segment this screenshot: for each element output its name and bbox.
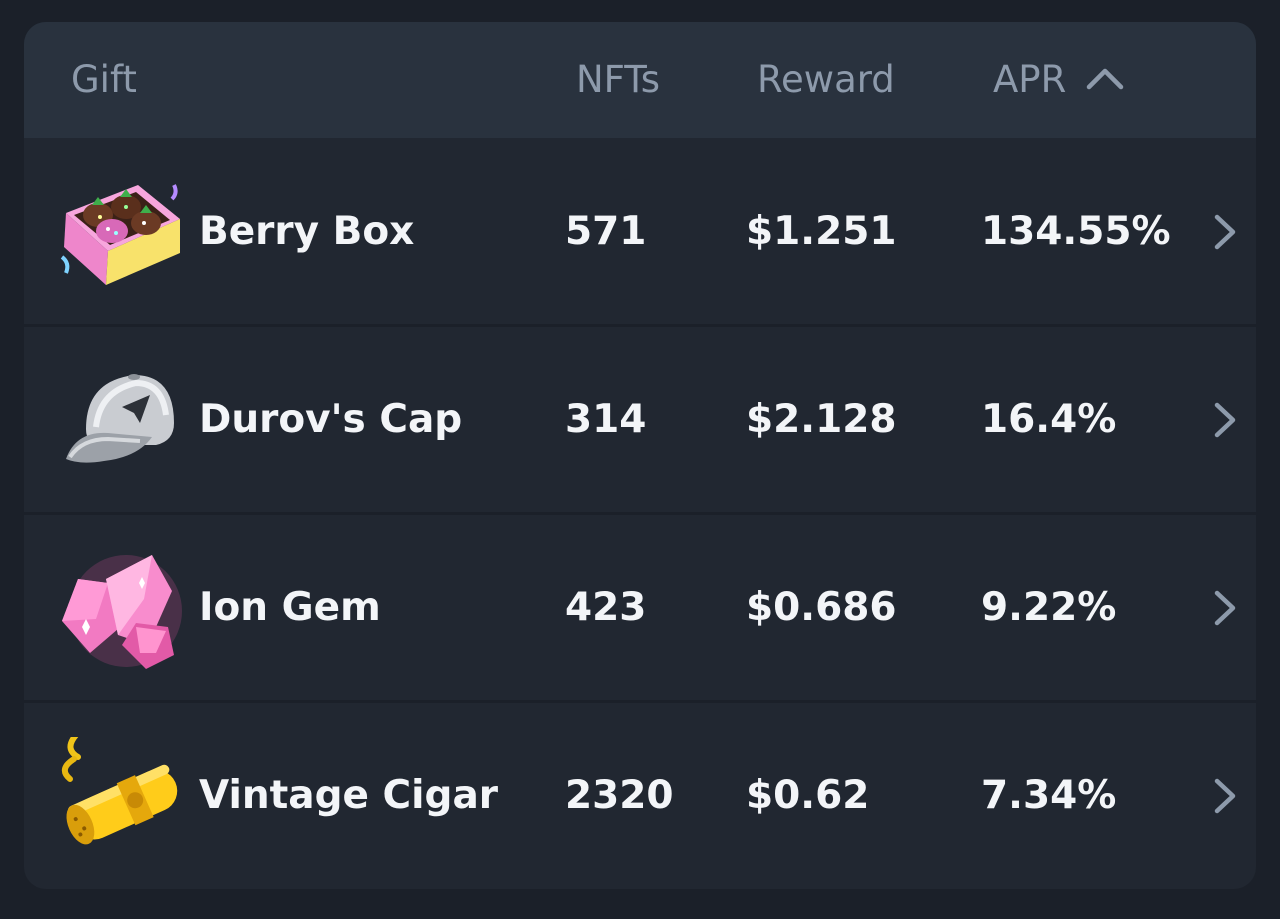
reward-value: $2.128 (746, 397, 897, 442)
gift-name: Ion Gem (199, 585, 381, 630)
nfts-value: 314 (565, 397, 647, 442)
gem-icon (56, 549, 182, 669)
berry-box-icon (56, 173, 182, 293)
table-row[interactable]: Vintage Cigar 2320 $0.62 7.34% (24, 703, 1256, 888)
apr-value: 134.55% (981, 209, 1171, 254)
cigar-icon (56, 732, 182, 857)
reward-value: $0.62 (746, 773, 870, 818)
gifts-table: Gift NFTs Reward APR (24, 22, 1256, 889)
apr-value: 16.4% (981, 397, 1117, 442)
table-row[interactable]: Ion Gem 423 $0.686 9.22% (24, 515, 1256, 700)
table-row[interactable]: Berry Box 571 $1.251 134.55% (24, 139, 1256, 324)
chevron-right-icon[interactable] (1210, 211, 1240, 253)
row-divider (24, 700, 1256, 703)
table-header: Gift NFTs Reward APR (24, 22, 1256, 138)
apr-value: 9.22% (981, 585, 1117, 630)
table-row[interactable]: Durov's Cap 314 $2.128 16.4% (24, 327, 1256, 512)
chevron-right-icon[interactable] (1210, 399, 1240, 441)
column-header-reward[interactable]: Reward (757, 58, 895, 101)
apr-value: 7.34% (981, 773, 1117, 818)
gift-name: Vintage Cigar (199, 773, 498, 818)
nfts-value: 571 (565, 209, 647, 254)
nfts-value: 2320 (565, 773, 674, 818)
row-divider (24, 512, 1256, 515)
gift-name: Berry Box (199, 209, 415, 254)
reward-value: $0.686 (746, 585, 897, 630)
column-header-apr[interactable]: APR (993, 22, 1124, 138)
row-divider (24, 324, 1256, 327)
chevron-right-icon[interactable] (1210, 775, 1240, 817)
apr-header-label: APR (993, 58, 1067, 101)
chevron-up-icon[interactable] (1086, 22, 1124, 136)
column-header-gift[interactable]: Gift (71, 58, 137, 101)
gift-name: Durov's Cap (199, 397, 463, 442)
nfts-value: 423 (565, 585, 647, 630)
column-header-nfts[interactable]: NFTs (576, 58, 661, 101)
reward-value: $1.251 (746, 209, 897, 254)
cap-icon (56, 361, 182, 481)
chevron-right-icon[interactable] (1210, 587, 1240, 629)
